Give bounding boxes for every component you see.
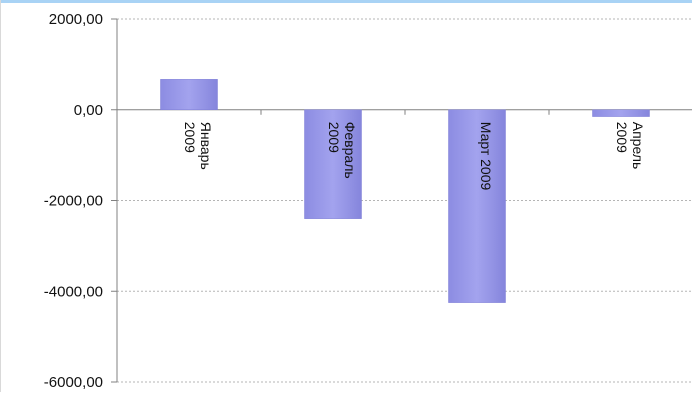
category-label-line: 2009 — [182, 122, 198, 153]
y-tick-label: 2000,00 — [49, 11, 103, 28]
category-label-line: 2009 — [326, 122, 342, 153]
bar-2 — [304, 109, 362, 219]
chart-top-accent-bar — [1, 0, 692, 3]
bars — [160, 79, 650, 303]
category-label-line: Апрель — [630, 122, 646, 170]
y-tick-label: 0,00 — [74, 102, 103, 119]
bar-1 — [160, 79, 218, 110]
bar-4 — [592, 109, 650, 117]
y-axis-tick-labels: 2000,00 0,00 -2000,00 -4000,00 -6000,00 — [44, 11, 103, 391]
category-label-line: Март 2009 — [478, 122, 494, 191]
category-label-line: Февраль — [342, 122, 358, 179]
bar-3 — [448, 109, 506, 303]
y-tick-label: -2000,00 — [44, 193, 103, 210]
category-label-3: Март 2009 — [478, 122, 494, 191]
category-label-line: 2009 — [614, 122, 630, 153]
gridlines — [117, 18, 692, 383]
y-tick-label: -6000,00 — [44, 374, 103, 391]
category-label-line: Январь — [198, 122, 214, 170]
y-tick-label: -4000,00 — [44, 283, 103, 300]
